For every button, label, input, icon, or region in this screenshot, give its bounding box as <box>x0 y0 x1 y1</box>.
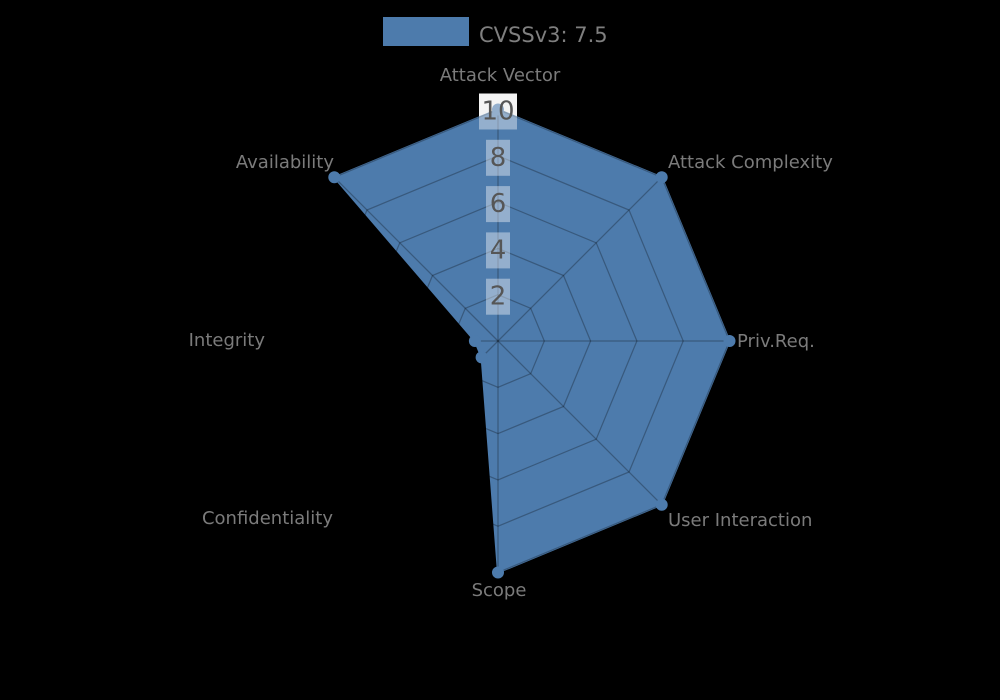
tick-label: 8 <box>490 143 507 173</box>
tick-label: 10 <box>481 97 514 127</box>
grid-spoke <box>497 176 663 342</box>
grid-spoke <box>333 340 499 506</box>
data-point-dot <box>655 498 668 511</box>
tick-backdrop-over <box>486 139 510 176</box>
data-point-dot <box>468 335 481 347</box>
axis-label: Availability <box>236 152 334 173</box>
chart-legend: CVSSv3: 7.5 <box>383 17 608 47</box>
axis-label: Priv.Req. <box>737 331 815 352</box>
tick-backdrop-over <box>486 232 510 269</box>
legend-label: CVSSv3: 7.5 <box>479 23 608 47</box>
axis-label: Integrity <box>189 330 266 351</box>
tick-label: 2 <box>490 282 507 312</box>
data-point-dot <box>492 103 504 116</box>
data-point-dot <box>492 566 504 579</box>
axis-label: Confidentiality <box>202 508 333 529</box>
data-point-dot <box>475 351 488 364</box>
data-point-dot <box>328 171 341 184</box>
data-point-dot <box>723 335 736 347</box>
tick-backdrop-over <box>486 186 510 223</box>
axis-label: User Interaction <box>668 510 812 531</box>
grid-ring <box>358 201 638 481</box>
tick-backdrop-over <box>486 278 510 315</box>
axis-label: Attack Complexity <box>668 152 833 173</box>
data-point-dot <box>655 171 668 184</box>
grid-spoke <box>497 340 663 506</box>
axis-label: Attack Vector <box>440 65 561 86</box>
grid-ring <box>404 247 592 435</box>
axis-label: Scope <box>472 580 527 601</box>
grid-ring <box>451 294 545 388</box>
tick-label: 4 <box>490 235 507 265</box>
tick-label: 6 <box>490 189 507 219</box>
radar-plot-area: 2 4 6 8 10 Attack Vector Attack Complexity Priv… <box>189 65 834 601</box>
grid-spoke <box>333 176 499 342</box>
tick-backdrop-over <box>479 93 517 130</box>
grid-ring <box>312 155 684 527</box>
legend-swatch <box>383 17 469 46</box>
